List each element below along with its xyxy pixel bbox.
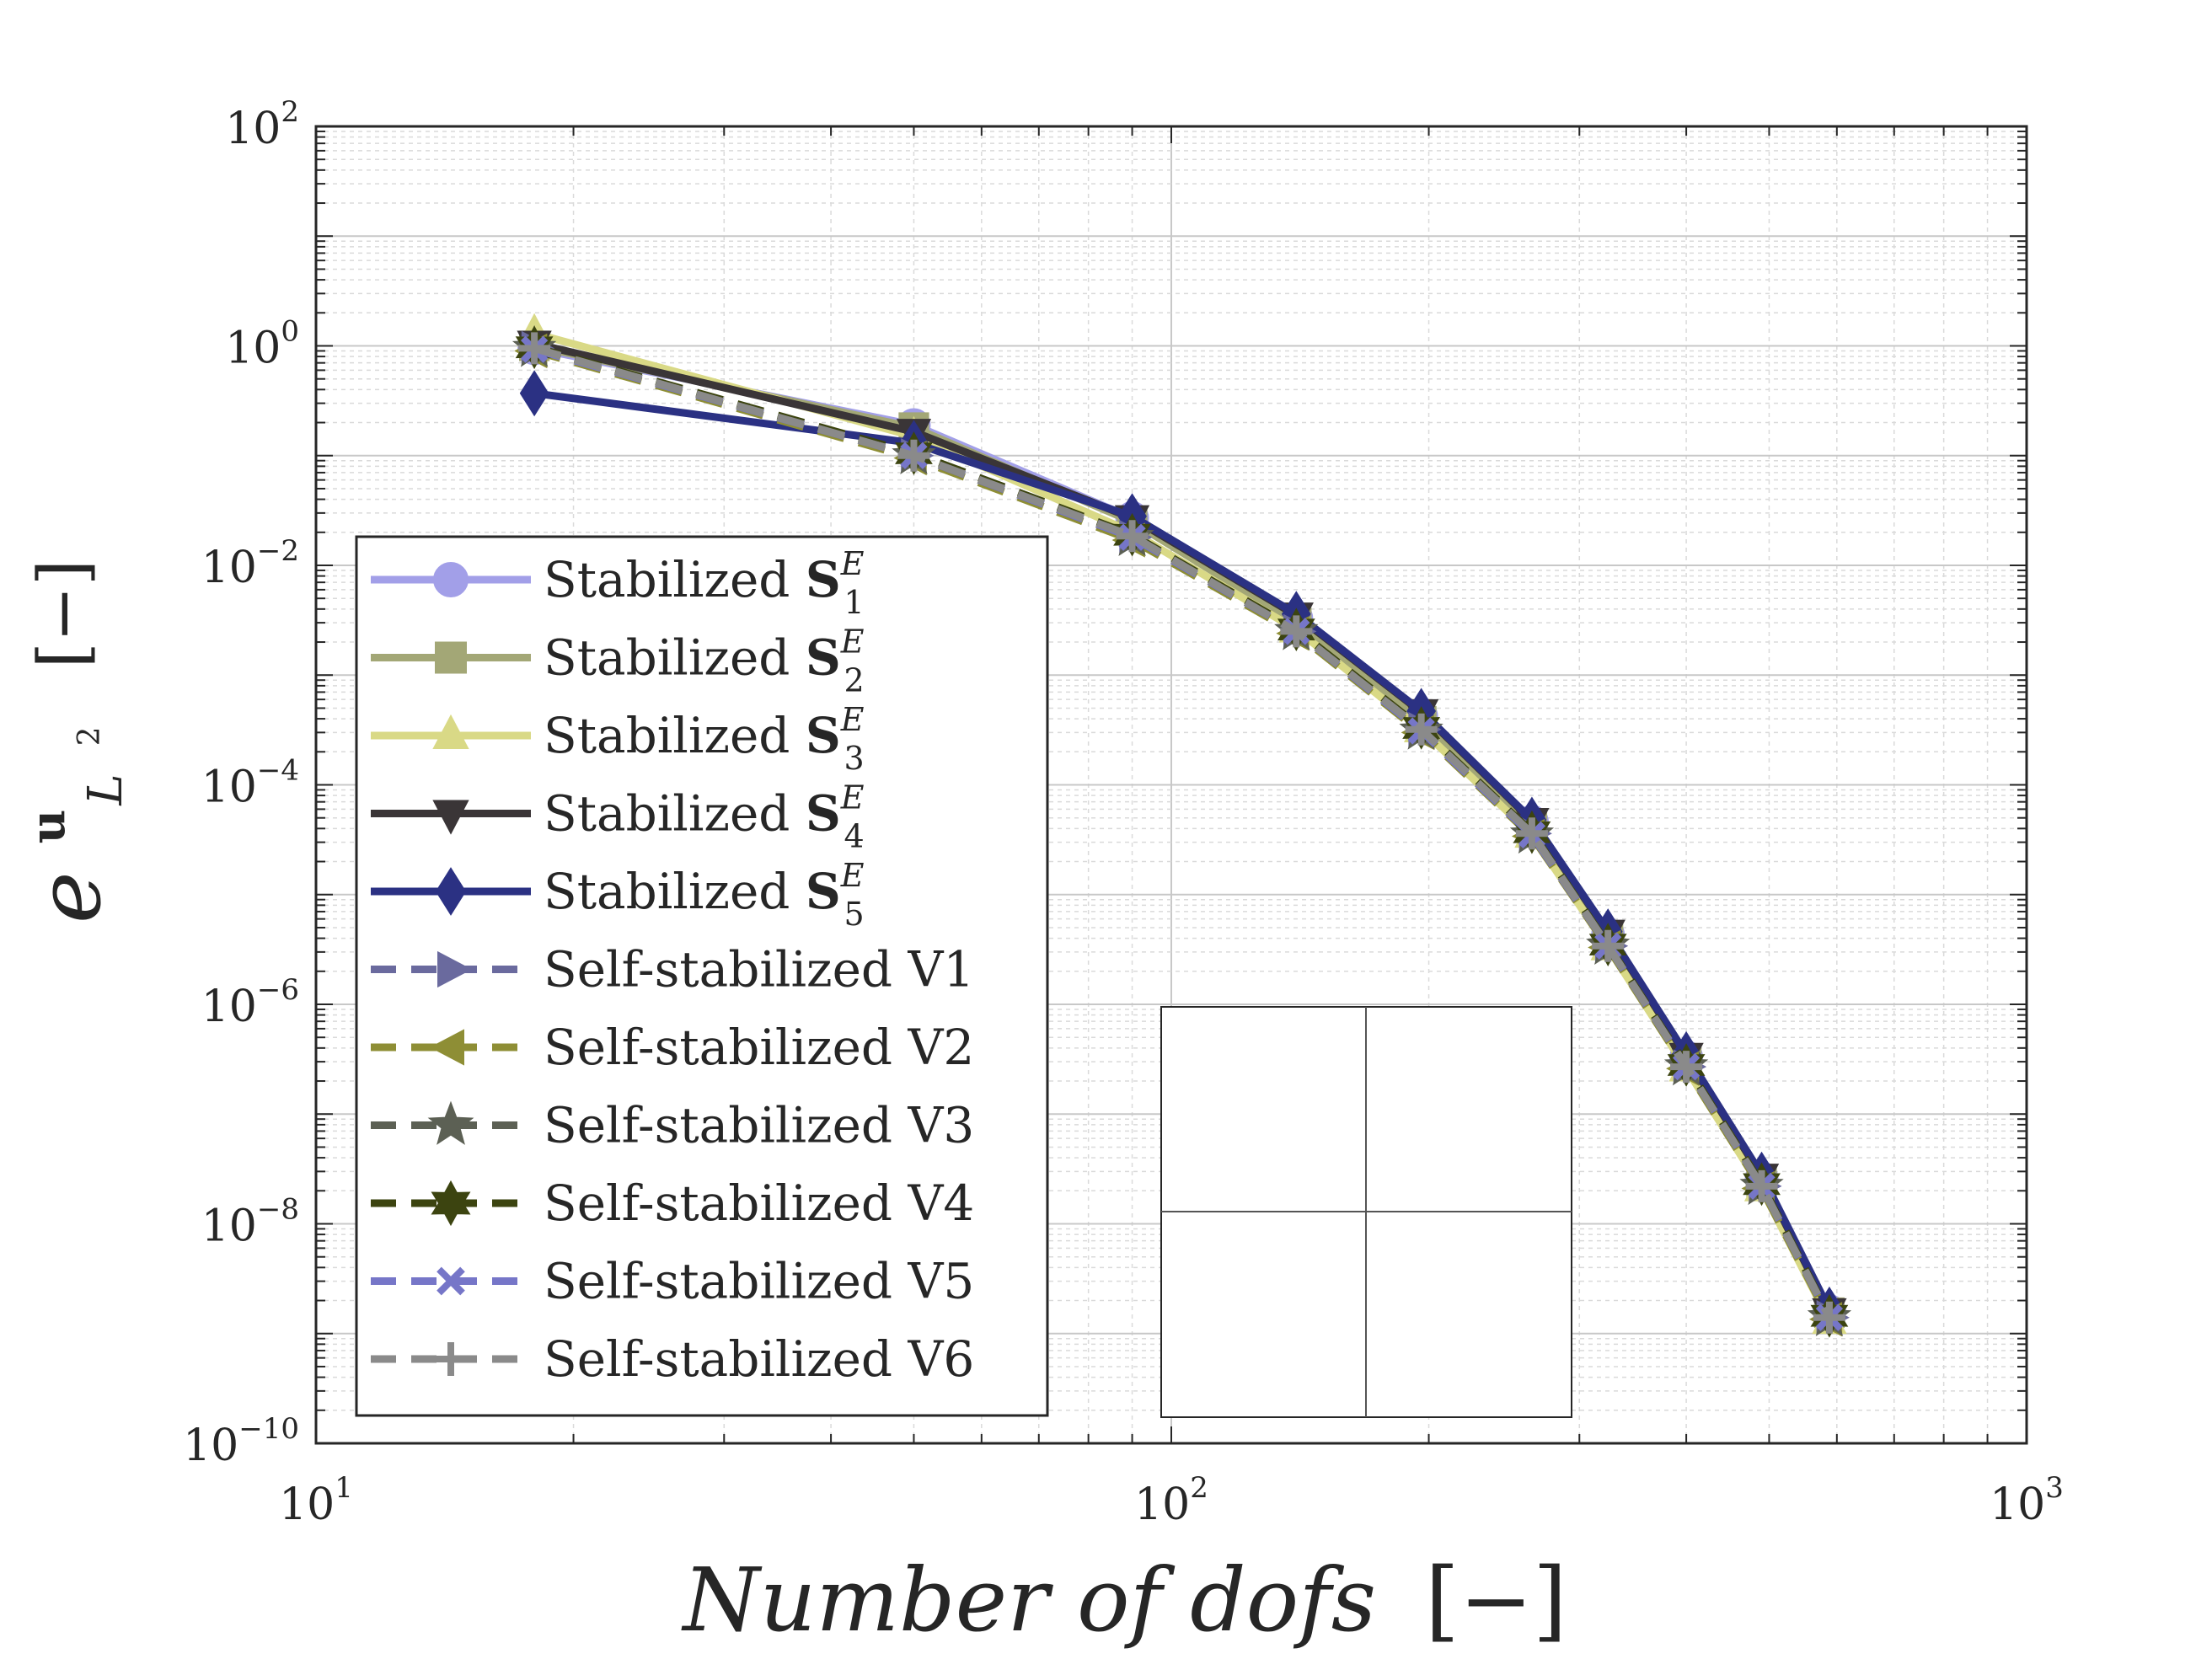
data-point xyxy=(1592,929,1625,962)
legend-box xyxy=(355,535,1049,1417)
data-point xyxy=(1813,1301,1845,1334)
y-axis-label-unit: [−] xyxy=(24,559,102,668)
legend-item-4: Stabilized SE 4 xyxy=(371,779,865,855)
legend-marker xyxy=(429,1029,464,1066)
y-tick-label: 10−4 xyxy=(201,754,299,813)
legend-label: Self-stabilized V5 xyxy=(544,1253,974,1310)
legend-marker xyxy=(431,1180,471,1227)
data-point xyxy=(1515,817,1548,850)
x-tick-label: 102 xyxy=(1134,1471,1208,1530)
svg-text:e u L 2: e u L 2 [−] xyxy=(0,559,142,923)
series-11 xyxy=(518,332,1845,1334)
legend-label: Stabilized SE 4 xyxy=(544,779,865,855)
data-point xyxy=(1280,615,1313,648)
data-point xyxy=(1116,520,1149,553)
y-tick-label: 100 xyxy=(225,315,299,374)
y-tick-label: 10−10 xyxy=(183,1412,299,1471)
legend-item-5: Stabilized SE 5 xyxy=(371,857,865,933)
data-point xyxy=(1405,713,1438,746)
x-axis-label-text: Number of dofs xyxy=(680,1549,1376,1651)
legend-item-7: Self-stabilized V2 xyxy=(371,1019,974,1076)
series-line xyxy=(533,345,1833,1319)
x-axis-label: Number of dofs [−] xyxy=(680,1549,1567,1651)
legend-marker xyxy=(433,562,469,597)
y-tick-label: 10−8 xyxy=(201,1193,299,1252)
tick-marks xyxy=(315,126,2027,1444)
data-point xyxy=(1745,1169,1778,1202)
legend-marker xyxy=(432,714,469,749)
data-point xyxy=(1670,1051,1703,1084)
legend-label: Self-stabilized V1 xyxy=(544,941,974,998)
legend-marker xyxy=(437,1266,465,1296)
legend-marker xyxy=(435,867,467,916)
series-group xyxy=(511,313,1852,1338)
legend-item-3: Stabilized SE 3 xyxy=(371,701,865,777)
legend-label: Stabilized SE 2 xyxy=(544,623,865,699)
legend-label: Stabilized SE 5 xyxy=(544,857,865,933)
data-point xyxy=(518,332,551,365)
data-point xyxy=(897,439,930,472)
legend-item-8: Self-stabilized V3 xyxy=(371,1097,974,1154)
x-tick-labels: 101 102 103 xyxy=(279,1471,2064,1530)
legend-item-11: Self-stabilized V6 xyxy=(371,1330,974,1388)
series-line xyxy=(533,389,1833,1312)
legend-item-10: Self-stabilized V5 xyxy=(371,1253,974,1310)
legend-marker xyxy=(427,1100,474,1145)
y-tick-label: 10−6 xyxy=(201,973,299,1032)
legend-label: Self-stabilized V4 xyxy=(544,1175,974,1232)
legend-item-2: Stabilized SE 2 xyxy=(371,623,865,699)
legend-label: Stabilized SE 3 xyxy=(544,701,865,777)
y-axis-label-sup: u xyxy=(20,810,76,844)
legend-marker xyxy=(434,1342,468,1376)
data-point xyxy=(519,370,549,417)
legend-item-6: Self-stabilized V1 xyxy=(371,941,974,998)
legend-item-9: Self-stabilized V4 xyxy=(371,1175,974,1232)
legend-marker xyxy=(437,950,473,988)
legend-label: Stabilized SE 1 xyxy=(544,545,865,621)
legend-label: Self-stabilized V6 xyxy=(544,1330,974,1388)
y-tick-label: 10−2 xyxy=(201,534,299,593)
y-axis-label-sub-sup: 2 xyxy=(72,726,107,746)
y-axis-label: e u L 2 [−] xyxy=(0,559,142,923)
mesh-inset xyxy=(1160,1006,1572,1418)
legend-marker xyxy=(432,800,469,835)
legend-label: Self-stabilized V2 xyxy=(544,1019,974,1076)
y-axis-label-sub: L xyxy=(78,773,133,805)
legend-marker xyxy=(435,641,467,674)
y-axis-label-main: e xyxy=(18,871,121,923)
x-tick-label: 103 xyxy=(1990,1471,2064,1530)
x-tick-label: 101 xyxy=(279,1471,353,1530)
y-tick-label: 102 xyxy=(225,95,299,154)
x-axis-label-unit: [−] xyxy=(1425,1549,1567,1651)
y-tick-labels: 102 100 10−2 10−4 10−6 10−8 10−10 xyxy=(183,95,299,1471)
legend-label: Self-stabilized V3 xyxy=(544,1097,974,1154)
legend-item-1: Stabilized SE 1 xyxy=(371,545,865,621)
